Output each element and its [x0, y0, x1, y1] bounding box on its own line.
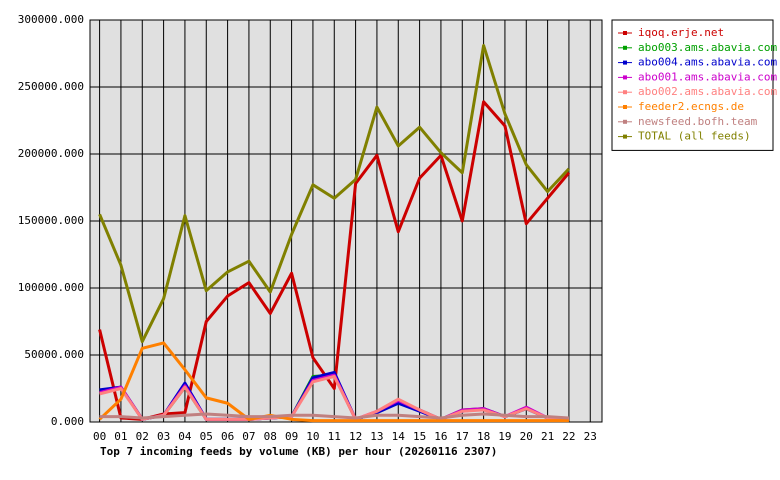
- legend-swatch-dot: [623, 119, 627, 124]
- legend-swatch-dot: [623, 134, 627, 139]
- y-tick-label: 200000.000: [18, 147, 84, 160]
- series-line: [99, 412, 570, 420]
- x-tick-label: 13: [370, 430, 383, 443]
- legend-label: abo001.ams.abavia.com: [638, 70, 777, 83]
- x-tick-label: 15: [413, 430, 426, 443]
- x-tick-label: 21: [541, 430, 554, 443]
- legend-label: abo004.ams.abavia.com: [638, 56, 777, 69]
- legend-box: [611, 19, 774, 151]
- x-tick-label: 02: [136, 430, 149, 443]
- x-tick-label: 07: [242, 430, 255, 443]
- legend-label: abo003.ams.abavia.com: [638, 41, 777, 54]
- x-tick-label: 22: [562, 430, 575, 443]
- x-tick-label: 03: [157, 430, 170, 443]
- legend-swatch-dot: [623, 45, 627, 50]
- x-tick-label: 14: [392, 430, 406, 443]
- x-tick-label: 23: [584, 430, 597, 443]
- legend-swatch-dot: [623, 31, 627, 35]
- series-line: [98, 100, 571, 421]
- series-line: [99, 374, 570, 421]
- y-tick-label: 150000.000: [18, 214, 84, 227]
- legend-swatch-dot: [623, 75, 627, 80]
- y-tick-label: 50000.000: [24, 348, 84, 361]
- x-tick-label: 06: [221, 430, 234, 443]
- legend-swatch-dot: [623, 90, 627, 95]
- x-tick-label: 05: [200, 430, 213, 443]
- legend-label: TOTAL (all feeds): [638, 130, 751, 143]
- x-tick-label: 20: [520, 430, 533, 443]
- x-tick-label: 09: [285, 430, 298, 443]
- x-tick-label: 18: [477, 430, 490, 443]
- x-tick-label: 04: [178, 430, 192, 443]
- y-tick-label: 100000.000: [18, 281, 84, 294]
- y-tick-label: 0.000: [51, 415, 84, 428]
- legend-label: newsfeed.bofh.team: [638, 115, 758, 128]
- x-tick-label: 11: [328, 430, 341, 443]
- legend-label: feeder2.ecngs.de: [638, 100, 744, 113]
- series-line: [98, 341, 569, 423]
- legend-label: abo002.ams.abavia.com: [638, 85, 777, 98]
- x-tick-label: 08: [264, 430, 277, 443]
- x-tick-label: 01: [114, 430, 127, 443]
- y-tick-label: 300000.000: [18, 13, 84, 26]
- x-tick-label: 00: [93, 430, 106, 443]
- legend-label: iqoq.erje.net: [638, 26, 724, 39]
- legend-swatch-dot: [623, 105, 627, 109]
- x-tick-label: 12: [349, 430, 362, 443]
- legend-swatch-dot: [623, 60, 627, 65]
- x-tick-label: 16: [434, 430, 447, 443]
- x-tick-label: 10: [306, 430, 319, 443]
- chart-title: Top 7 incoming feeds by volume (KB) per …: [100, 445, 497, 458]
- y-tick-label: 250000.000: [18, 80, 84, 93]
- x-tick-label: 19: [498, 430, 511, 443]
- series-line: [98, 43, 571, 344]
- x-tick-label: 17: [456, 430, 469, 443]
